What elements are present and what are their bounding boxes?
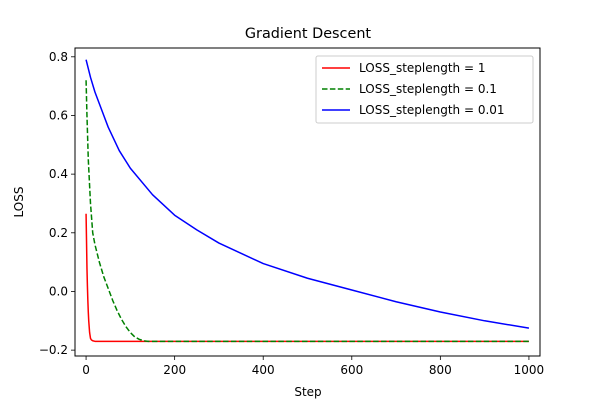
x-axis: 0 200 400 600 800 1000 bbox=[82, 356, 544, 377]
y-axis-label: LOSS bbox=[12, 187, 26, 218]
y-tick-label: 0.2 bbox=[49, 226, 68, 240]
y-tick-label: −0.2 bbox=[39, 343, 68, 357]
series-line-2 bbox=[85, 80, 529, 343]
y-tick-label: 0.0 bbox=[49, 284, 68, 298]
x-axis-label: Step bbox=[294, 385, 321, 399]
legend-label: LOSS_steplength = 1 bbox=[359, 61, 485, 75]
y-tick-label: 0.6 bbox=[49, 108, 68, 122]
legend-label: LOSS_steplength = 0.1 bbox=[359, 82, 497, 96]
chart-title: Gradient Descent bbox=[245, 26, 372, 42]
x-tick-label: 800 bbox=[429, 363, 452, 377]
plot-area bbox=[85, 59, 530, 343]
y-axis: −0.2 0.0 0.2 0.4 0.6 0.8 bbox=[39, 50, 75, 357]
y-tick-label: 0.4 bbox=[49, 167, 68, 181]
x-tick-label: 200 bbox=[163, 363, 186, 377]
series-line-3 bbox=[85, 59, 530, 329]
x-tick-label: 0 bbox=[82, 363, 90, 377]
x-tick-label: 600 bbox=[340, 363, 363, 377]
x-tick-label: 1000 bbox=[514, 363, 545, 377]
legend: LOSS_steplength = 1 LOSS_steplength = 0.1… bbox=[315, 55, 534, 124]
legend-label: LOSS_steplength = 0.01 bbox=[359, 103, 505, 117]
legend-box bbox=[315, 55, 534, 124]
y-tick-label: 0.8 bbox=[49, 50, 68, 64]
axes-frame bbox=[74, 47, 541, 357]
x-tick-label: 400 bbox=[252, 363, 275, 377]
